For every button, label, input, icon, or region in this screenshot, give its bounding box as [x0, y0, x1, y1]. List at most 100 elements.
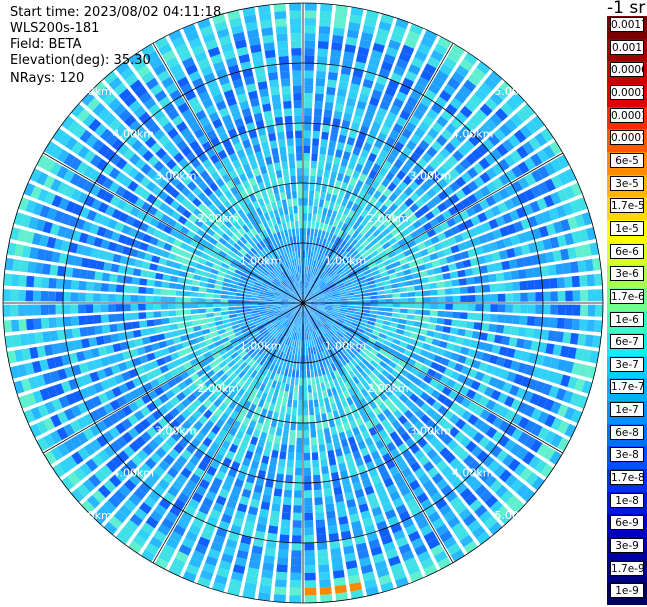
colorbar-label: 3e-6: [610, 266, 644, 282]
ray-gate: [207, 548, 221, 560]
ray-gate: [393, 388, 403, 398]
ray-gate: [374, 481, 385, 492]
ray-gate: [392, 379, 402, 388]
ray-gate: [188, 557, 202, 569]
ray-gate: [531, 115, 545, 130]
ray-gate: [285, 414, 291, 423]
ray-gate: [323, 333, 330, 341]
ray-gate: [316, 245, 322, 253]
ray-gate: [471, 331, 481, 340]
ray-gate: [542, 291, 551, 302]
ray-gate: [263, 401, 270, 410]
ray-gate: [229, 287, 237, 292]
ray-gate: [473, 322, 482, 331]
ray-gate: [377, 303, 386, 307]
ray-gate: [478, 234, 489, 244]
ray-gate: [569, 199, 581, 214]
ray-gate: [345, 314, 354, 319]
ray-gate: [206, 313, 214, 318]
ray-gate: [267, 433, 275, 443]
ray-gate: [202, 472, 214, 483]
ray-gate: [338, 329, 346, 336]
ray-gate: [406, 498, 418, 510]
ray-gate: [400, 298, 408, 303]
ray-gate: [248, 506, 259, 516]
ray-gate: [474, 285, 483, 293]
ray-gate: [357, 132, 367, 142]
ray-gate: [409, 115, 421, 127]
ray-gate: [310, 437, 317, 446]
ray-gate: [450, 476, 463, 489]
ray-gate: [333, 486, 343, 496]
ray-gate: [229, 578, 242, 589]
ray-gate: [399, 485, 411, 497]
ray-gate: [307, 266, 311, 274]
ray-gate: [516, 338, 525, 349]
ray-gate: [311, 354, 316, 363]
ray-gate: [367, 363, 376, 372]
ray-gate: [353, 333, 362, 340]
ray-gate: [309, 282, 314, 290]
ray-gate: [542, 238, 553, 251]
ray-gate: [564, 168, 577, 183]
ray-gate: [317, 391, 323, 400]
ray-gate: [298, 385, 303, 393]
ray-gate: [235, 299, 244, 303]
ray-gate: [282, 504, 292, 513]
ray-gate: [510, 326, 520, 336]
ray-gate: [303, 228, 307, 236]
ray-gate: [498, 420, 511, 433]
ray-gate: [330, 363, 337, 372]
ray-gate: [505, 409, 517, 422]
ray-gate: [534, 132, 548, 147]
ray-gate: [221, 481, 232, 492]
ray-gate: [335, 95, 346, 105]
ray-gate: [500, 81, 514, 95]
ray-gate: [406, 254, 415, 262]
ray-gate: [329, 217, 335, 226]
ray-gate: [374, 340, 383, 348]
ray-gate: [327, 241, 334, 250]
ray-gate: [437, 393, 448, 404]
ray-gate: [287, 345, 292, 354]
ray-gate: [220, 307, 229, 312]
ray-gate: [451, 279, 460, 287]
ray-gate: [481, 243, 491, 254]
ray-gate: [347, 310, 355, 314]
ray-gate: [471, 359, 481, 370]
ray-gate: [134, 508, 148, 521]
ray-gate: [324, 101, 334, 111]
ray-gate: [458, 85, 472, 98]
ray-gate: [348, 273, 357, 279]
ray-gate: [284, 115, 293, 124]
ray-gate: [236, 312, 245, 317]
ray-gate: [445, 490, 458, 503]
ray-gate: [18, 289, 26, 302]
ray-gate: [416, 76, 430, 88]
ray-gate: [527, 292, 536, 302]
ray-gate: [403, 330, 412, 338]
ray-gate: [349, 582, 363, 592]
ray-gate: [71, 327, 81, 338]
ray-gate: [454, 233, 464, 243]
ray-gate: [316, 291, 323, 297]
ray-gate: [359, 39, 372, 49]
ray-gate: [304, 325, 306, 333]
ray-gate: [399, 393, 409, 404]
ray-gate: [198, 313, 207, 319]
ray-gate: [429, 310, 438, 317]
ray-gate: [228, 492, 240, 503]
ray-gate: [27, 332, 37, 345]
ray-gate: [431, 389, 441, 400]
ray-gate: [503, 237, 513, 248]
ray-gate: [317, 303, 326, 306]
ray-gate: [420, 391, 430, 402]
ray-gate: [353, 356, 361, 364]
ray-gate: [304, 273, 306, 281]
ray-gate: [458, 278, 467, 286]
ray-gate: [433, 267, 443, 275]
ray-gate: [258, 366, 266, 375]
ray-gate: [223, 506, 235, 517]
ray-gate: [318, 270, 324, 278]
ray-gate: [351, 250, 359, 258]
